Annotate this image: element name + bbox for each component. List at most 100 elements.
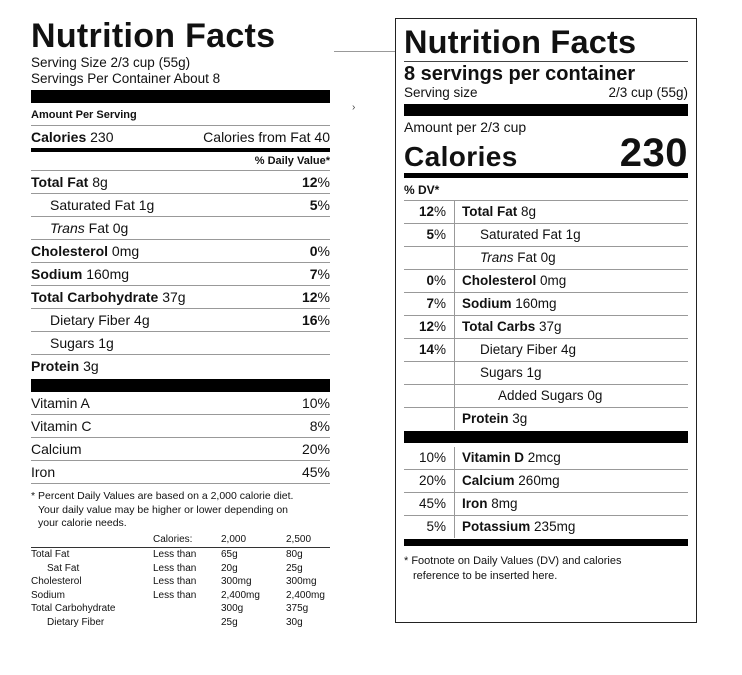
table-row: Cholesterol Less than 300mg 300mg — [31, 575, 330, 589]
nutrient-amount: 1g — [565, 227, 581, 242]
vitamin-label: Calcium — [31, 441, 82, 457]
old-nutrient-row: Dietary Fiber 4g 16% — [31, 308, 330, 331]
table-cell: 300mg — [286, 576, 317, 587]
new-nutrient-row: 14% Dietary Fiber 4g — [404, 339, 688, 362]
new-dv-header: % DV* — [404, 178, 688, 201]
nutrient-label: Total Fat — [31, 174, 89, 190]
old-vitamin-row: Calcium 20% — [31, 437, 330, 460]
nutrient-amount: 0g — [540, 250, 556, 265]
table-cell: 30g — [286, 616, 303, 628]
table-cell: 300mg — [221, 576, 252, 587]
table-row: Sodium Less than 2,400mg 2,400mg — [31, 589, 330, 603]
nutrient-amount: 1g — [98, 335, 114, 351]
footnote-line: Your daily value may be higher or lower … — [38, 503, 289, 516]
table-cell: Dietary Fiber — [47, 616, 105, 628]
nutrient-label: Dietary Fiber — [50, 312, 131, 328]
calories-label: Calories — [404, 141, 518, 172]
nutrient-amount: 0mg — [540, 273, 567, 288]
table-cell: Total Fat — [31, 549, 70, 560]
table-cell: Total Carbohydrate — [31, 603, 116, 614]
table-cell — [153, 616, 221, 630]
old-daily-values-table: Calories: 2,000 2,500 Total Fat Less tha… — [31, 532, 330, 630]
mineral-label: Iron — [462, 496, 488, 511]
nutrient-amount: 4g — [134, 312, 150, 328]
table-cell: Less than — [153, 576, 197, 587]
thin-divider — [404, 61, 688, 62]
nutrient-amount: 37g — [162, 289, 186, 305]
new-mineral-row: 20% Calcium 260mg — [404, 470, 688, 493]
mineral-amount: 2mcg — [527, 450, 561, 465]
old-thick-divider — [31, 379, 330, 392]
table-cell — [153, 602, 221, 616]
nutrient-dv: 14 — [418, 342, 434, 357]
new-servings-per-container: 8 servings per container — [404, 63, 636, 85]
nutrient-dv: 0 — [426, 273, 434, 288]
nutrient-label-italic: Trans — [480, 250, 514, 265]
new-nutrient-row: 7% Sodium 160mg — [404, 293, 688, 316]
table-cell: 2,000 — [221, 532, 286, 548]
nutrient-dv: 16 — [301, 312, 318, 328]
table-cell: 25g — [286, 562, 303, 574]
nutrient-amount: 3g — [512, 411, 528, 426]
nutrient-label: Total Fat — [462, 204, 518, 219]
nutrient-label: Total Carbs — [462, 319, 536, 334]
new-nutrient-row: 0% Cholesterol 0mg — [404, 270, 688, 293]
serving-size-label: Serving size — [404, 85, 478, 100]
medium-divider — [404, 173, 688, 178]
nutrient-amount: 37g — [539, 319, 562, 334]
table-row: Sat Fat Less than 20g 25g — [31, 562, 330, 576]
thick-divider — [404, 431, 688, 443]
old-calories-row: Calories 230 Calories from Fat 40 — [31, 125, 330, 148]
nutrient-label: Protein — [462, 411, 509, 426]
nutrient-label: Total Carbohydrate — [31, 289, 159, 305]
calories-value: 230 — [619, 131, 688, 175]
nutrient-amount: 4g — [561, 342, 577, 357]
table-cell: Less than — [153, 562, 197, 574]
table-row: Dietary Fiber 25g 30g — [31, 616, 330, 630]
old-nutrient-row: Sugars 1g — [31, 331, 330, 354]
nutrient-amount: 0g — [112, 220, 129, 236]
table-cell: 80g — [286, 549, 303, 560]
mineral-dv: 5% — [404, 516, 455, 538]
mineral-dv: 20% — [404, 470, 455, 492]
mineral-dv: 45% — [404, 493, 455, 515]
nutrient-amount: 1g — [526, 365, 542, 380]
nutrient-dv: 12 — [418, 204, 434, 219]
old-servings-per-container: Servings Per Container About 8 — [31, 71, 221, 86]
table-header-row: Calories: 2,000 2,500 — [31, 532, 330, 548]
table-cell: 65g — [221, 549, 238, 560]
vitamin-dv: 45% — [301, 464, 330, 480]
nutrient-label: Cholesterol — [462, 273, 537, 288]
table-cell: 2,400mg — [286, 589, 325, 601]
chevron-right-icon: › — [352, 102, 356, 113]
vitamin-label: Vitamin C — [31, 418, 92, 434]
mineral-amount: 260mg — [518, 473, 560, 488]
table-row: Total Carbohydrate 300g 375g — [31, 602, 330, 616]
old-dv-header: % Daily Value* — [254, 155, 330, 167]
new-nutrition-label: Nutrition Facts 8 servings per container… — [395, 18, 697, 623]
table-cell: Sodium — [31, 589, 65, 601]
nutrient-label: Cholesterol — [31, 243, 109, 259]
table-cell: 2,500 — [286, 532, 330, 548]
mineral-amount: 235mg — [534, 519, 576, 534]
old-nutrient-row: Sodium 160mg 7% — [31, 262, 330, 285]
old-label-title: Nutrition Facts — [31, 17, 276, 55]
nutrient-dv: 7 — [426, 296, 434, 311]
new-calories-row: Calories 230 — [404, 131, 688, 175]
table-cell: 300g — [221, 603, 244, 614]
serving-size-value: 2/3 cup (55g) — [608, 85, 688, 100]
nutrient-dv: 12 — [301, 174, 318, 190]
nutrient-amount: 3g — [83, 358, 99, 374]
vitamin-dv: 10% — [301, 395, 330, 411]
new-nutrient-row: 12% Total Carbs 37g — [404, 316, 688, 339]
table-cell: Less than — [153, 549, 197, 560]
old-nutrition-label: Nutrition Facts Serving Size 2/3 cup (55… — [31, 18, 330, 629]
footnote-line: * Footnote on Daily Values (DV) and calo… — [404, 555, 622, 567]
nutrient-dv: 5 — [309, 197, 318, 213]
nutrient-amount: 0mg — [111, 243, 140, 259]
old-nutrient-row: Total Carbohydrate 37g 12% — [31, 285, 330, 308]
new-nutrient-row: Added Sugars 0g — [404, 385, 688, 408]
table-cell: Cholesterol — [31, 576, 82, 587]
old-medium-divider — [31, 148, 330, 152]
new-nutrient-row: Trans Fat 0g — [404, 247, 688, 270]
